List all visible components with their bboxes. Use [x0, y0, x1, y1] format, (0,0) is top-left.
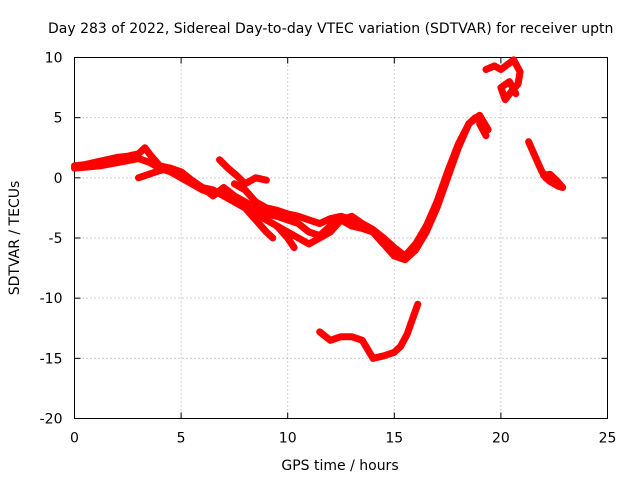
series-track-6 — [273, 111, 492, 260]
y-tick-label: 5 — [54, 111, 63, 127]
y-tick-label: -20 — [40, 412, 63, 428]
chart-title: Day 283 of 2022, Sidereal Day-to-day VTE… — [48, 21, 613, 37]
x-tick-label: 0 — [70, 431, 79, 447]
series-track-1 — [71, 144, 277, 242]
x-tick-labels: 0 5 10 15 20 25 — [70, 431, 616, 447]
grid-lines — [74, 57, 608, 419]
y-tick-label: 10 — [45, 51, 63, 67]
y-tick-label: -10 — [40, 291, 63, 307]
series-track-9 — [525, 138, 567, 191]
data-series — [71, 56, 567, 362]
series-track-7 — [476, 120, 490, 140]
y-tick-label: -5 — [49, 231, 63, 247]
x-tick-label: 20 — [492, 431, 510, 447]
y-tick-labels: 10 5 0 -5 -10 -15 -20 — [40, 51, 63, 428]
axis-ticks — [74, 57, 608, 419]
plot-frame — [74, 57, 608, 419]
y-tick-label: -15 — [40, 351, 63, 367]
series-track-4 — [216, 156, 270, 188]
y-tick-label: 0 — [54, 171, 63, 187]
x-tick-label: 25 — [599, 431, 617, 447]
y-axis-title: SDTVAR / TECUs — [7, 181, 23, 296]
x-axis-title: GPS time / hours — [281, 458, 398, 474]
x-tick-label: 10 — [279, 431, 297, 447]
series-track-10 — [316, 300, 422, 362]
series-track-8 — [482, 56, 524, 104]
x-tick-label: 5 — [177, 431, 186, 447]
x-tick-label: 15 — [385, 431, 403, 447]
